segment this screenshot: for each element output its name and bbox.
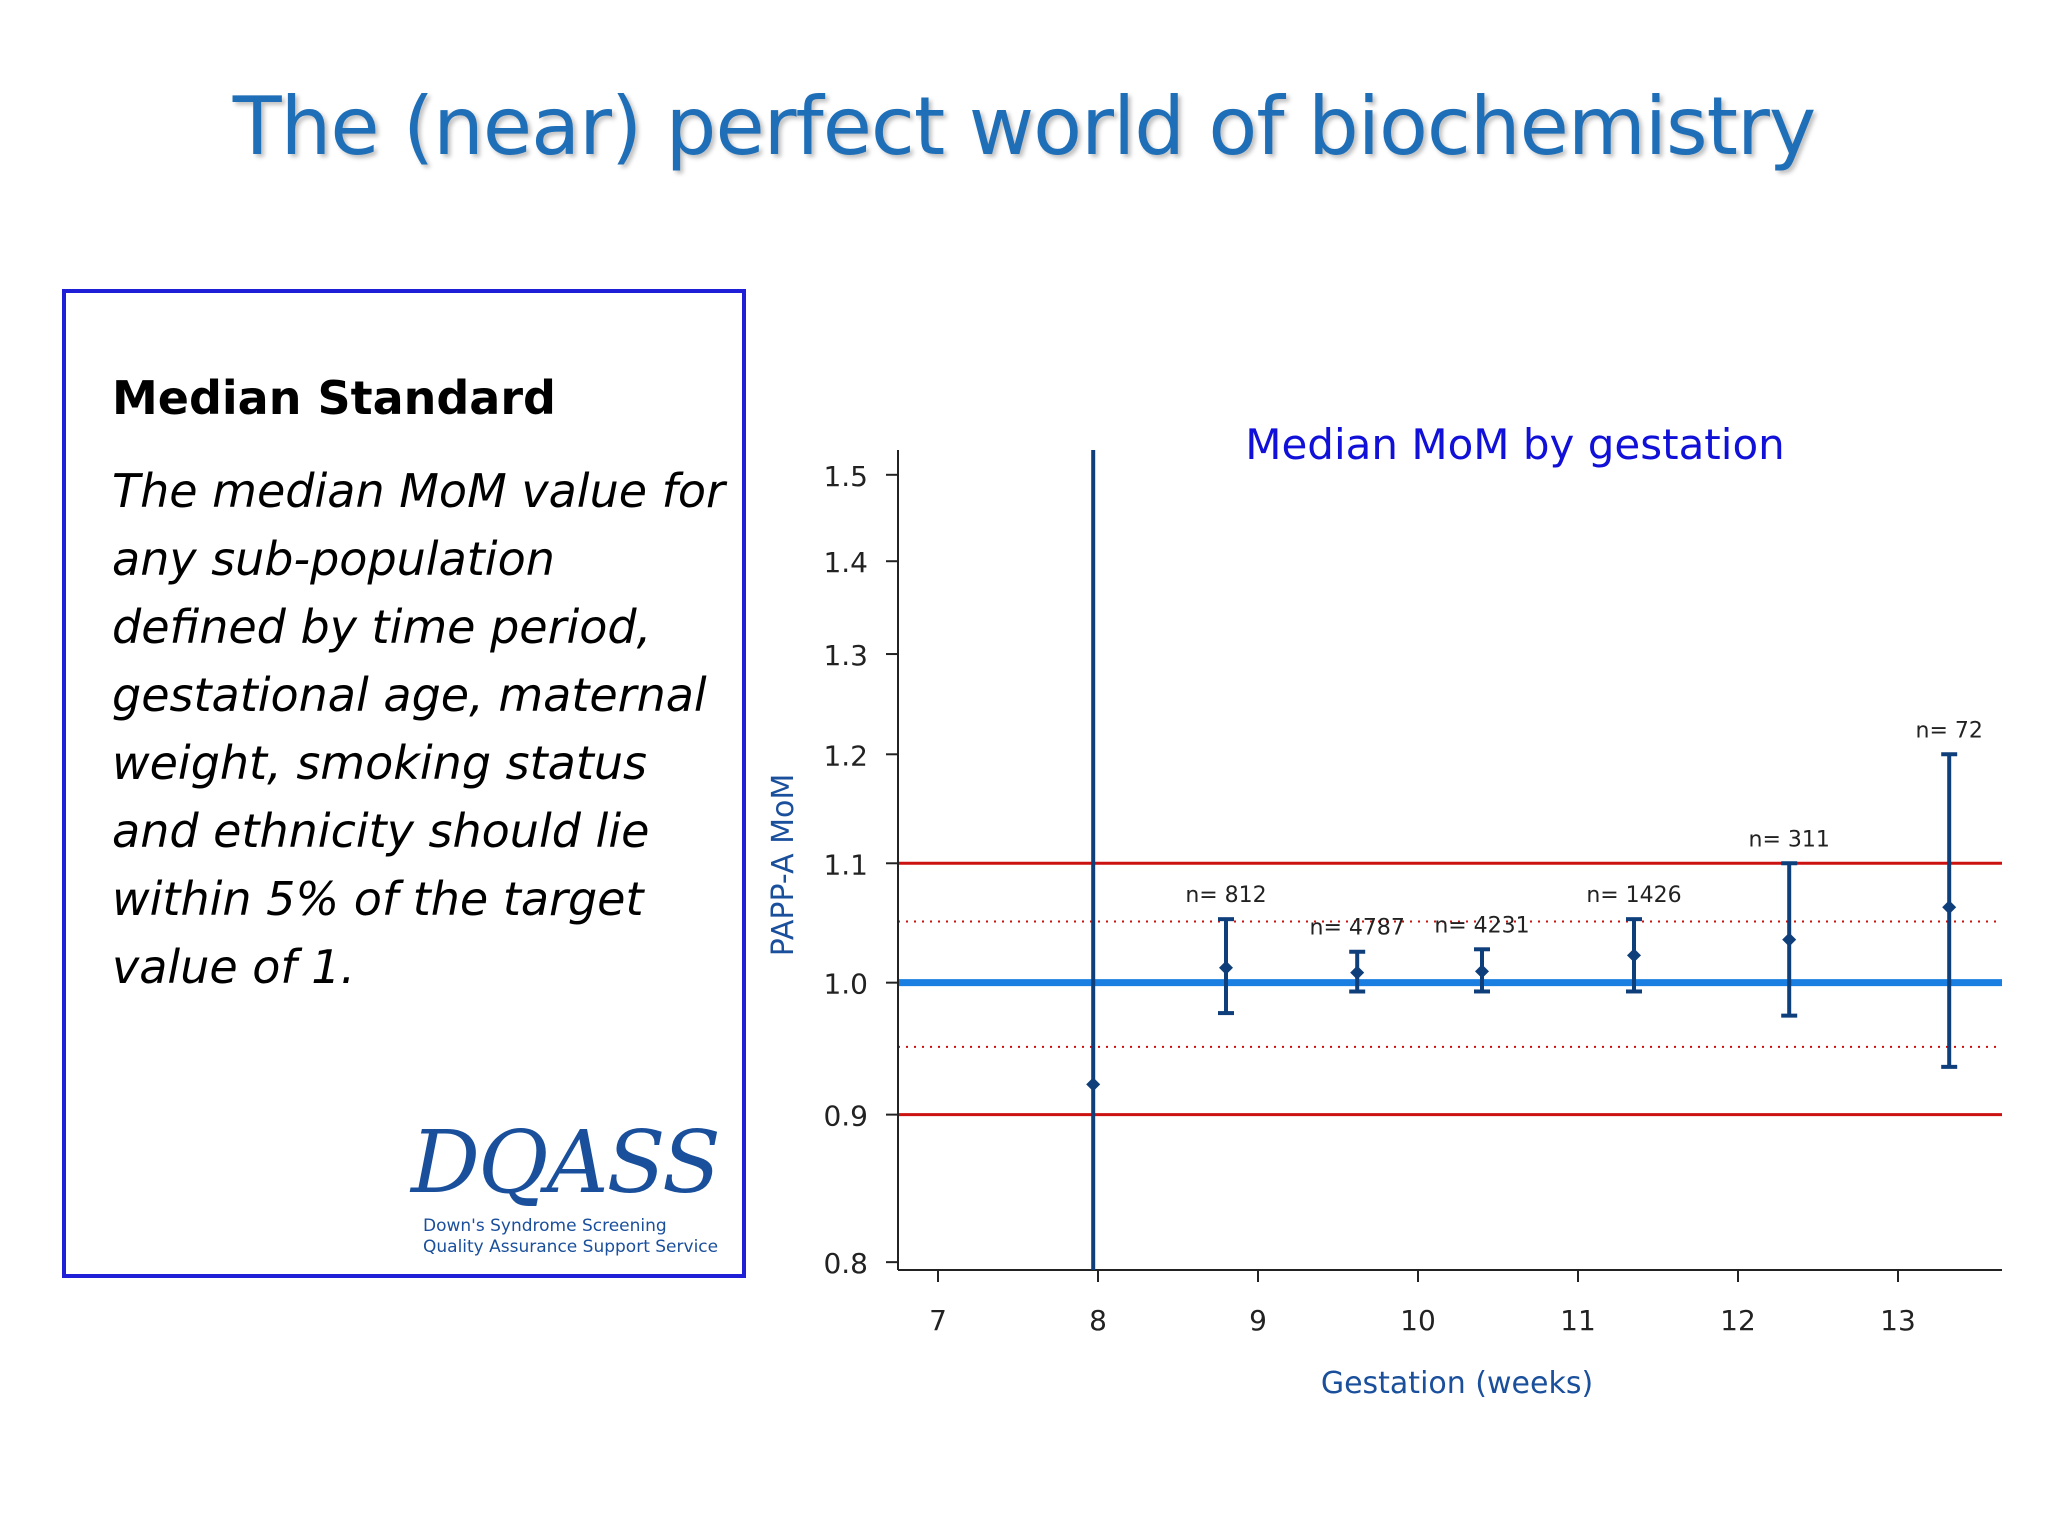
x-tick-label: 11 [1560, 1304, 1596, 1337]
reference-lines [898, 861, 2002, 1117]
n-count-label: n= 4787 [1310, 916, 1405, 941]
slide-title: The (near) perfect world of biochemistry [232, 80, 1817, 173]
data-point [1475, 964, 1489, 979]
box-body-text: The median MoM value for any sub-populat… [112, 464, 725, 994]
x-tick-label: 7 [929, 1304, 947, 1337]
n-count-label: n= 72 [1916, 718, 1983, 743]
y-tick-label: 1.4 [823, 546, 868, 579]
n-count-label: n= 4231 [1434, 913, 1529, 938]
chart-container: Median MoM by gestation 0.8 0.9 1.0 1.1 1.2 1… [760, 420, 2040, 1420]
y-tick-label: 1.5 [823, 460, 868, 493]
data-point [1350, 965, 1365, 980]
y-tick-label: 0.8 [823, 1247, 868, 1280]
n-count-label: n= 1426 [1586, 883, 1681, 908]
x-tick-label: 10 [1400, 1304, 1436, 1337]
data-point [1942, 900, 1957, 915]
data-point [1627, 948, 1641, 963]
y-tick-label: 1.1 [823, 848, 868, 881]
logo-subtitle-line1: Down's Syndrome Screening [423, 1216, 667, 1236]
x-tick-label: 8 [1089, 1304, 1107, 1337]
chart-svg: 0.8 0.9 1.0 1.1 1.2 1.3 1.4 1.5 7 8 9 10 11 12 13 n= 8… [766, 450, 2002, 1401]
data-marks: n= 812 n= 4787 n= 4231 n= 1426 n= 311 n= 72 [1086, 450, 1983, 1270]
n-count-label: n= 812 [1185, 883, 1266, 908]
chart-title: Median MoM by gestation [1245, 420, 1785, 469]
box-heading: Median Standard [112, 371, 556, 425]
median-standard-box: Median Standard The median MoM value for… [62, 289, 746, 1278]
data-point [1782, 932, 1797, 947]
x-tick-label: 9 [1249, 1304, 1267, 1337]
n-count-label: n= 311 [1749, 827, 1830, 852]
y-tick-label: 1.2 [823, 739, 868, 772]
y-tick-label: 1.0 [823, 968, 868, 1001]
y-axis-label: PAPP-A MoM [766, 774, 801, 957]
x-axis-label: Gestation (weeks) [1321, 1366, 1593, 1401]
y-tick-label: 0.9 [823, 1100, 868, 1133]
logo-wordmark: DQASS [411, 1113, 721, 1213]
data-point [1219, 960, 1233, 975]
y-tick-label: 1.3 [823, 639, 868, 672]
axes: 0.8 0.9 1.0 1.1 1.2 1.3 1.4 1.5 7 8 9 10 11 12 13 [823, 450, 2002, 1337]
logo-subtitle-line2: Quality Assurance Support Service [423, 1237, 719, 1257]
dqass-logo: DQASS Down's Syndrome Screening Quality … [411, 1113, 721, 1263]
x-tick-label: 13 [1880, 1304, 1916, 1337]
data-point [1086, 1077, 1101, 1092]
x-tick-label: 12 [1720, 1304, 1756, 1337]
